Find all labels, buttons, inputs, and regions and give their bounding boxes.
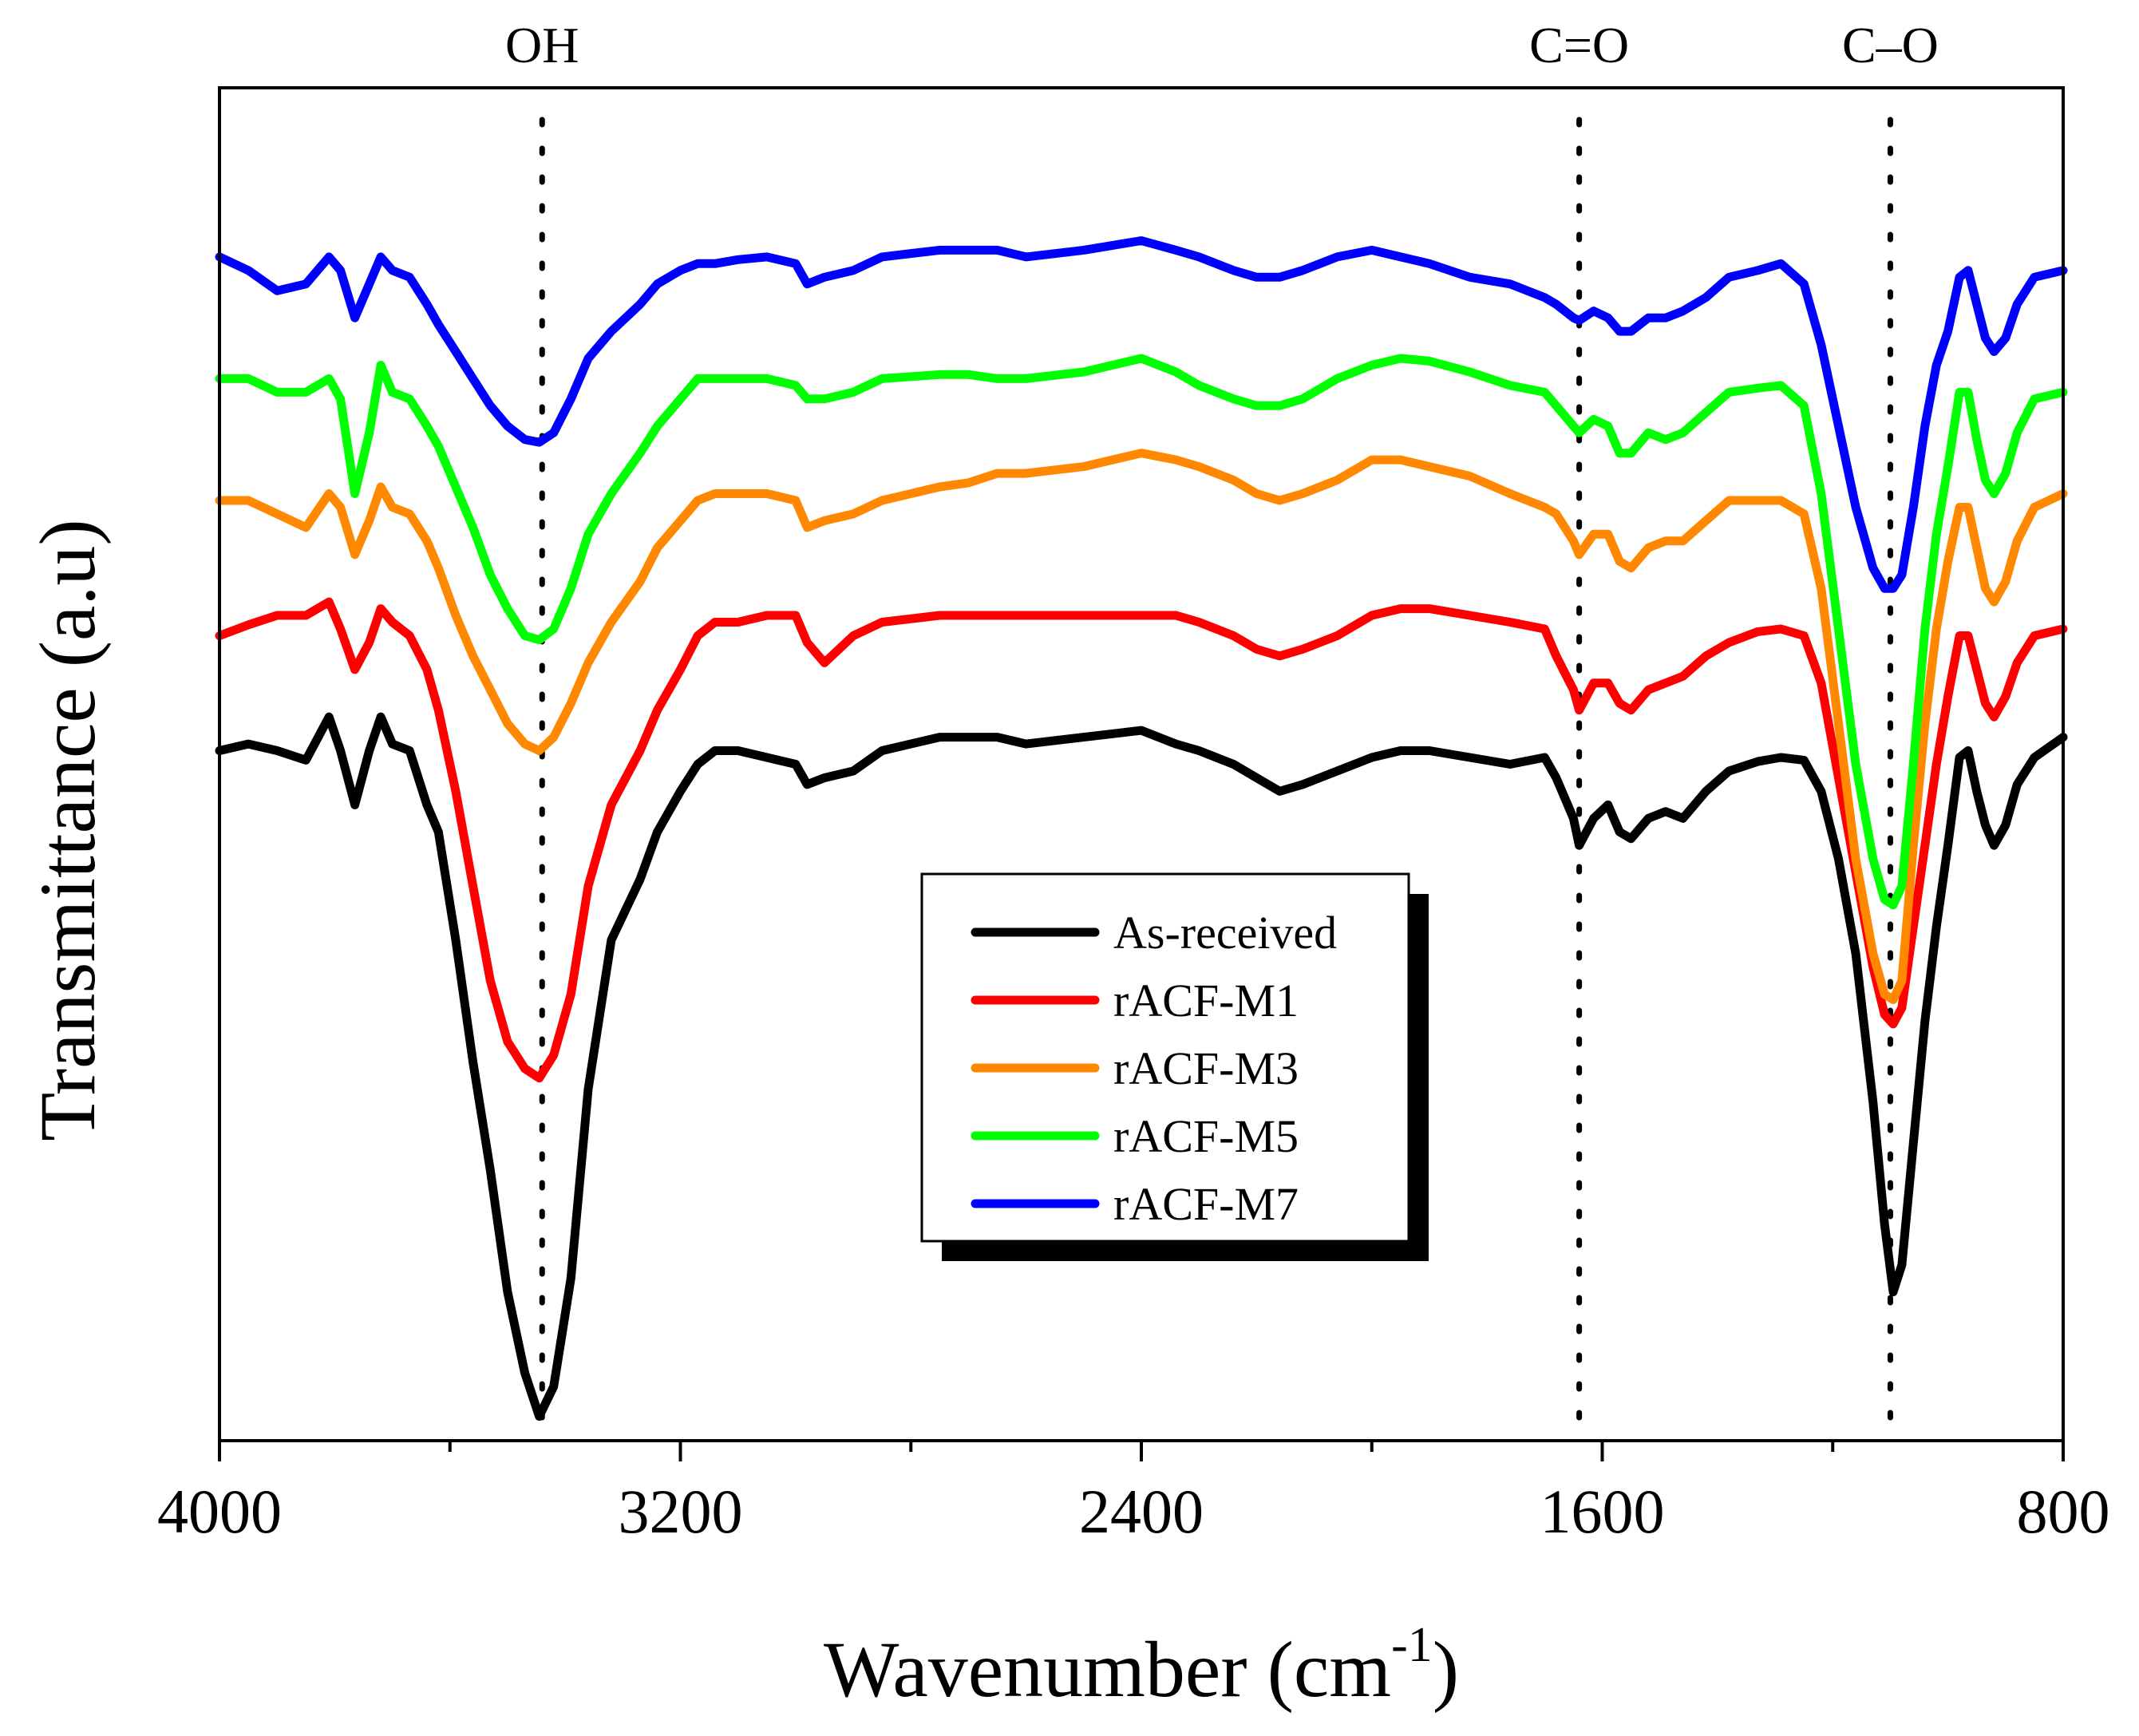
x-tick-label-3200: 3200: [619, 1477, 743, 1546]
series-line-racf-m1: [215, 597, 2068, 1083]
legend-label-racf-m5: rACF-M5: [1113, 1110, 1299, 1162]
c-double-o-band-label: C=O: [1529, 17, 1629, 73]
x-tick-label-4000: 4000: [157, 1477, 282, 1546]
series-group: [215, 236, 2068, 1421]
x-tick-label-800: 800: [2017, 1477, 2110, 1546]
legend-label-racf-m7: rACF-M7: [1113, 1178, 1299, 1230]
series-line-as-received: [215, 712, 2068, 1421]
series-line-racf-m5: [215, 354, 2068, 910]
x-axis-title-main: Wavenumber (cm: [824, 1625, 1391, 1714]
x-axis-title: Wavenumber (cm-1): [824, 1618, 1459, 1714]
y-axis-title: Transmittance (a.u): [23, 519, 112, 1141]
x-tick-label-1600: 1600: [1540, 1477, 1665, 1546]
x-tick-label-2400: 2400: [1079, 1477, 1204, 1546]
legend: As-received rACF-M1 rACF-M3 rACF-M5 rACF…: [920, 872, 1429, 1261]
legend-label-racf-m3: rACF-M3: [1113, 1042, 1299, 1094]
series-line-racf-m7: [215, 236, 2068, 593]
band-annotations: OH C=O C–O: [505, 17, 1939, 1436]
legend-label-racf-m1: rACF-M1: [1113, 975, 1299, 1026]
oh-band-label: OH: [505, 17, 579, 73]
x-axis: 4000 3200 2400 1600 800: [157, 1441, 2110, 1546]
x-axis-title-superscript: -1: [1391, 1618, 1433, 1672]
series-line-racf-m3: [215, 449, 2068, 1004]
c-o-band-label: C–O: [1842, 17, 1939, 73]
legend-label-as-received: As-received: [1113, 907, 1337, 959]
x-axis-title-close: ): [1433, 1625, 1459, 1714]
